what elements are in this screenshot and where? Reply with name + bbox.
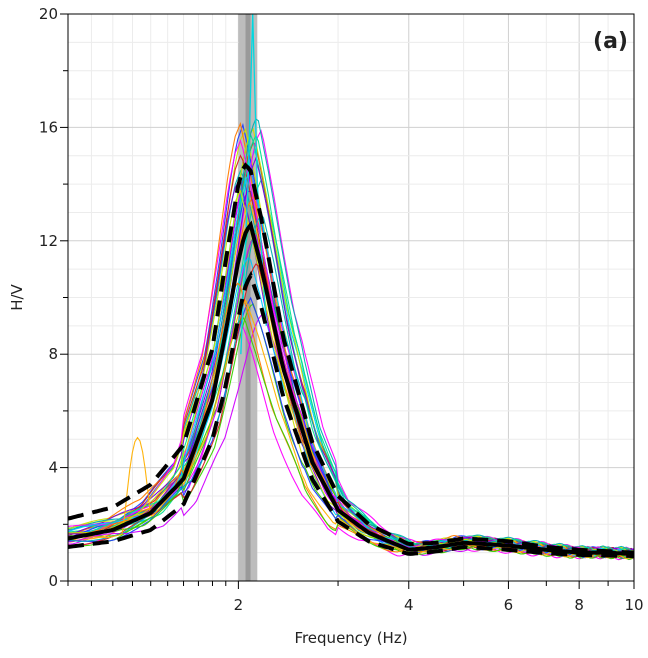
x-tick-label: 8	[574, 596, 584, 614]
y-tick-label: 0	[48, 572, 58, 590]
window-curve	[67, 139, 635, 554]
window-curve	[67, 178, 635, 555]
statistic-curves	[67, 162, 635, 559]
y-tick-label: 12	[39, 232, 58, 250]
y-axis-label: H/V	[8, 283, 26, 310]
window-curve	[67, 178, 635, 554]
x-tick-label: 6	[504, 596, 514, 614]
x-tick-label: 2	[234, 596, 244, 614]
axis-ticks: 2 4 6 8 10 0 4 8 12 16 20	[39, 5, 644, 614]
peak-center	[245, 14, 251, 581]
y-tick-label: 20	[39, 5, 58, 23]
window-curve	[67, 134, 635, 553]
window-curve	[67, 141, 635, 553]
panel-label: (a)	[593, 29, 628, 54]
y-tick-label: 8	[48, 345, 58, 363]
mean-curve	[67, 220, 635, 557]
y-tick-label: 4	[48, 459, 58, 477]
x-tick-label: 10	[624, 596, 643, 614]
std-minus-curve	[67, 270, 635, 559]
x-tick-label: 4	[404, 596, 414, 614]
window-curve	[67, 122, 635, 553]
x-axis-label: Frequency (Hz)	[294, 629, 407, 647]
y-tick-label: 16	[39, 118, 58, 136]
window-curves	[67, 13, 635, 561]
std-plus-curve	[67, 162, 635, 555]
